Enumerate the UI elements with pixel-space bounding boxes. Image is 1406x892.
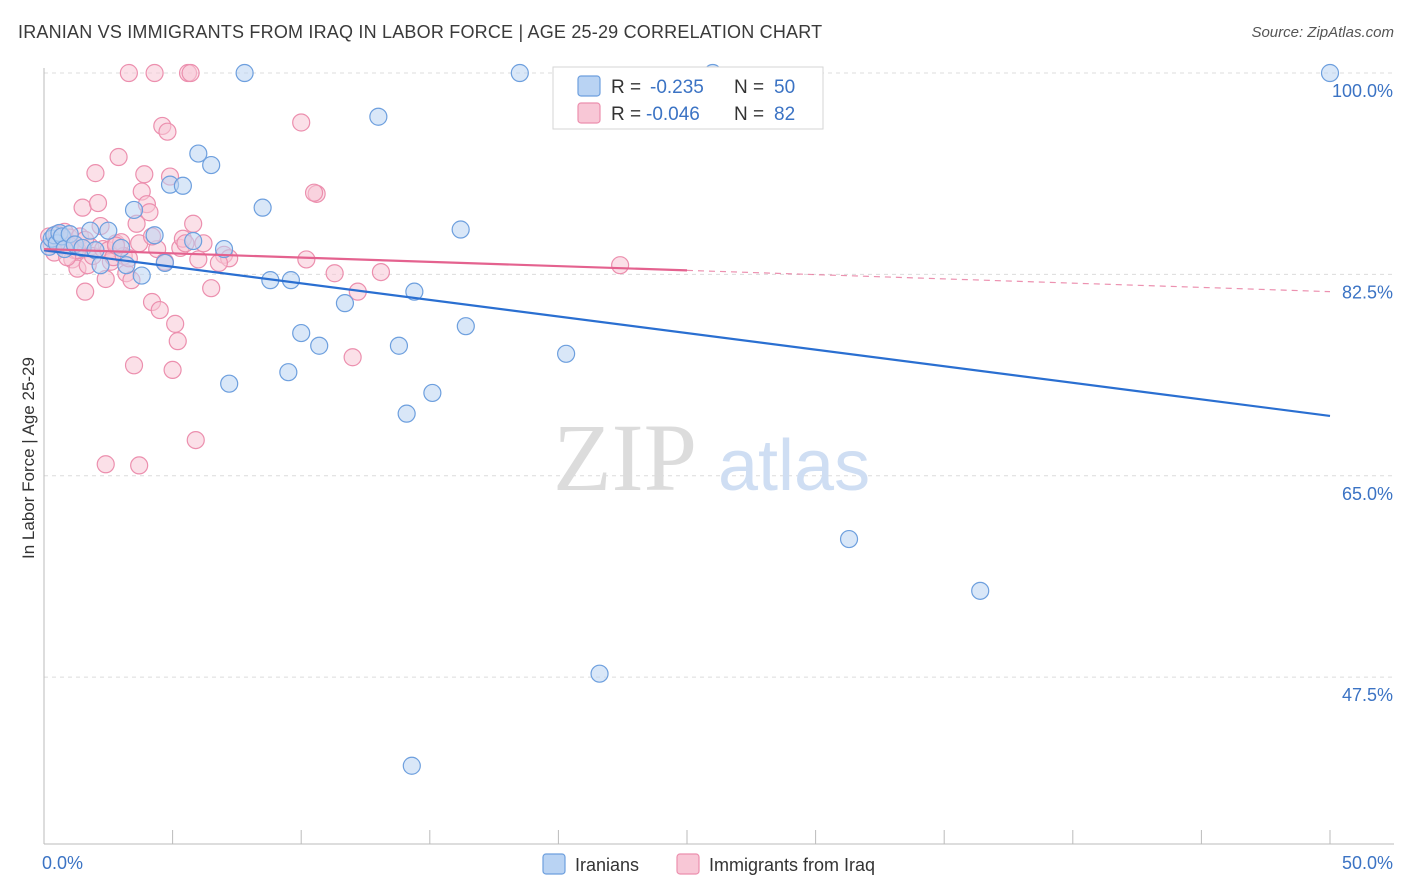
point-iranians-34 — [335, 294, 355, 313]
legend-r-label-0: R = — [611, 77, 641, 98]
point-iraq-72 — [611, 256, 630, 275]
point-iraq-80 — [304, 183, 324, 202]
point-iranians-13 — [99, 221, 118, 240]
series-legend: Iranians Immigrants from Iraq — [542, 853, 875, 875]
point-iranians-24 — [202, 155, 221, 175]
watermark-zip: ZIP — [553, 404, 697, 511]
point-iraq-19 — [88, 193, 108, 213]
point-iranians-39 — [405, 282, 424, 301]
point-iraq-55 — [181, 63, 200, 83]
point-iranians-18 — [145, 226, 164, 245]
point-iranians-28 — [253, 198, 272, 217]
point-iraq-66 — [292, 113, 311, 132]
point-iraq-43 — [150, 300, 169, 320]
trend-line-iraq — [43, 247, 688, 272]
chart-source: Source: ZipAtlas.com — [1251, 24, 1394, 41]
point-iranians-44 — [557, 344, 576, 363]
point-iraq-71 — [371, 262, 391, 282]
point-iraq-18 — [86, 164, 105, 183]
point-iraq-60 — [202, 279, 221, 298]
point-iraq-49 — [166, 314, 185, 333]
point-iraq-41 — [145, 63, 164, 83]
point-iraq-69 — [343, 348, 362, 367]
watermark: ZIP atlas — [553, 404, 870, 511]
point-iranians-17 — [132, 266, 151, 285]
point-iranians-32 — [292, 323, 311, 343]
point-iranians-25 — [214, 239, 234, 259]
point-iraq-48 — [163, 360, 182, 380]
point-iranians-23 — [189, 144, 208, 163]
trend-line-iranians — [43, 249, 1331, 418]
trend-line-iraq-extension — [686, 269, 1331, 293]
legend-r-value-1: -0.046 — [646, 104, 700, 125]
point-iranians-14 — [112, 238, 131, 258]
point-iraq-46 — [158, 122, 177, 141]
y-tick-labels: 100.0% 82.5% 65.0% 47.5% — [1332, 81, 1393, 705]
legend-n-value-1: 82 — [774, 104, 795, 125]
point-iraq-57 — [186, 430, 205, 450]
y-tick-label-0: 100.0% — [1332, 81, 1393, 101]
legend-n-label-1: N = — [734, 104, 764, 125]
y-tick-label-2: 65.0% — [1342, 484, 1393, 504]
axes — [43, 68, 1394, 845]
legend-n-label-0: N = — [734, 77, 764, 98]
point-iranians-49 — [1320, 63, 1340, 83]
legend-swatch-iraq — [577, 102, 601, 124]
point-iraq-27 — [109, 147, 128, 167]
point-iraq-63 — [96, 455, 115, 474]
point-iranians-33 — [310, 336, 329, 355]
point-iraq-39 — [140, 203, 159, 222]
x-tick-label-1: 50.0% — [1342, 853, 1393, 873]
grid-lines — [44, 72, 1394, 678]
point-iranians-42 — [456, 317, 475, 336]
point-iranians-35 — [369, 107, 388, 126]
point-iraq-50 — [168, 332, 187, 351]
legend-swatch-iranians — [577, 75, 601, 97]
point-iranians-40 — [423, 383, 442, 403]
point-iraq-14 — [76, 282, 95, 301]
point-iranians-10 — [81, 221, 100, 240]
series-legend-swatch-iranians — [542, 853, 566, 875]
point-iranians-43 — [510, 63, 529, 83]
point-iranians-21 — [173, 176, 192, 195]
point-iraq-64 — [130, 456, 149, 475]
point-iranians-19 — [155, 253, 174, 272]
y-axis-label: In Labor Force | Age 25-29 — [19, 357, 38, 559]
point-iranians-30 — [279, 363, 298, 382]
point-iranians-48 — [971, 581, 990, 600]
point-iraq-37 — [135, 165, 154, 184]
x-tick-label-0: 0.0% — [42, 853, 83, 873]
point-iranians-47 — [839, 529, 859, 549]
point-iranians-31 — [281, 271, 301, 290]
series-legend-label-iranians: Iranians — [575, 855, 639, 875]
trend-lines — [43, 247, 1331, 418]
point-iraq-65 — [297, 250, 316, 269]
series-legend-label-iraq: Immigrants from Iraq — [709, 855, 875, 875]
point-iraq-68 — [325, 264, 344, 283]
point-iraq-33 — [124, 356, 144, 375]
legend-r-label-1: R = — [611, 104, 641, 125]
watermark-atlas: atlas — [718, 426, 870, 506]
point-iranians-45 — [590, 664, 609, 683]
point-iranians-27 — [235, 63, 254, 83]
point-iraq-13 — [73, 198, 92, 217]
series-legend-swatch-iraq — [676, 853, 700, 875]
point-iranians-16 — [124, 200, 144, 220]
point-iranians-22 — [184, 231, 203, 251]
point-iranians-36 — [389, 336, 409, 355]
x-tick-labels: 0.0% 50.0% — [42, 853, 1393, 873]
chart-title: IRANIAN VS IMMIGRANTS FROM IRAQ IN LABOR… — [18, 22, 823, 42]
point-iraq-79 — [119, 63, 138, 83]
y-tick-label-1: 82.5% — [1342, 282, 1393, 302]
legend-n-value-0: 50 — [774, 77, 795, 98]
point-iranians-41 — [451, 220, 470, 239]
point-iranians-26 — [220, 374, 239, 393]
stats-legend: R = -0.235 N = 50 R = -0.046 N = 82 — [552, 66, 824, 130]
legend-r-value-0: -0.235 — [650, 77, 704, 98]
point-iranians-37 — [397, 404, 416, 423]
point-iraq-56 — [184, 214, 203, 233]
point-iranians-38 — [402, 756, 421, 775]
y-tick-label-3: 47.5% — [1342, 685, 1393, 705]
